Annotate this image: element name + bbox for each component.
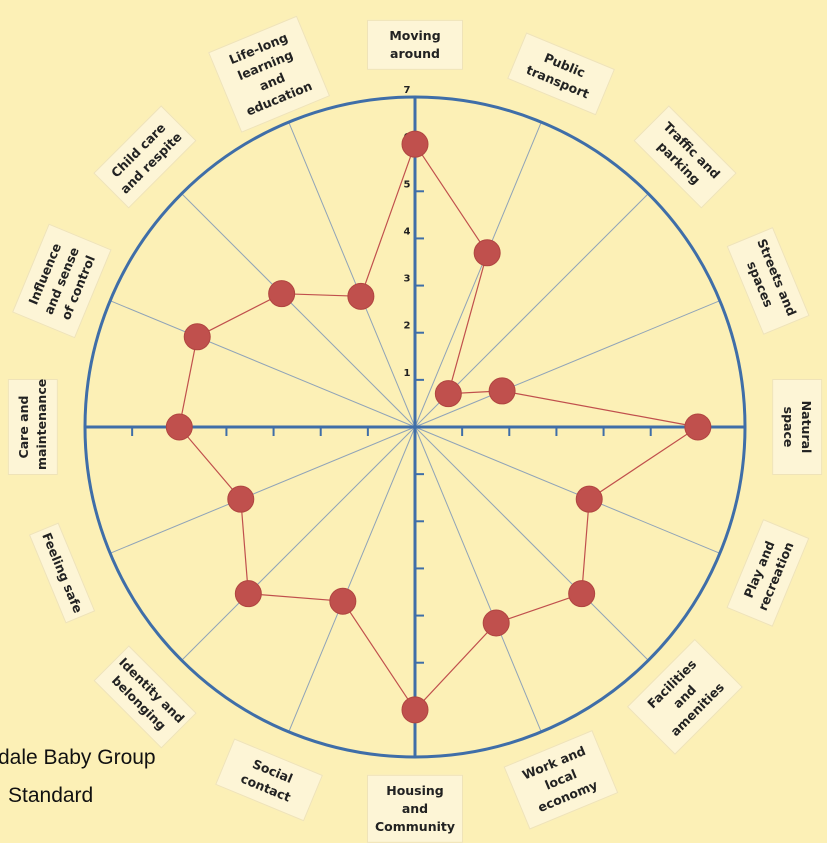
data-point [234,580,262,608]
annotation: Standard [8,784,94,807]
data-point [473,239,501,267]
spoke [109,300,416,428]
data-point [401,130,429,158]
category-label: Care and maintenance [7,379,59,475]
category-label: Housing and Community [367,774,463,843]
annotation: dale Baby Group [0,746,156,769]
data-point [227,485,255,513]
data-point [347,282,375,310]
spoke [414,426,721,554]
tick-label: 1 [404,368,411,379]
spoke [414,300,721,428]
data-point [568,580,596,608]
data-point [488,377,516,405]
spoke [414,121,542,428]
spoke [181,193,416,428]
data-point [684,413,712,441]
data-point [183,323,211,351]
category-label: Natural space [771,379,823,475]
tick-label: 4 [404,226,411,237]
spoke [414,426,649,661]
tick-label: 5 [404,179,411,190]
category-label: Moving around [367,19,463,71]
spoke [109,426,416,554]
tick-label: 2 [404,321,411,332]
spoke [288,426,416,733]
data-point [268,280,296,308]
tick-label: 3 [404,274,411,285]
data-point [575,485,603,513]
data-point [329,587,357,615]
data-point [401,696,429,724]
data-point [482,609,510,637]
spoke [288,121,416,428]
spoke [181,426,416,661]
spoke [414,426,542,733]
data-point [165,413,193,441]
tick-label: 7 [404,85,411,96]
data-point [434,380,462,408]
